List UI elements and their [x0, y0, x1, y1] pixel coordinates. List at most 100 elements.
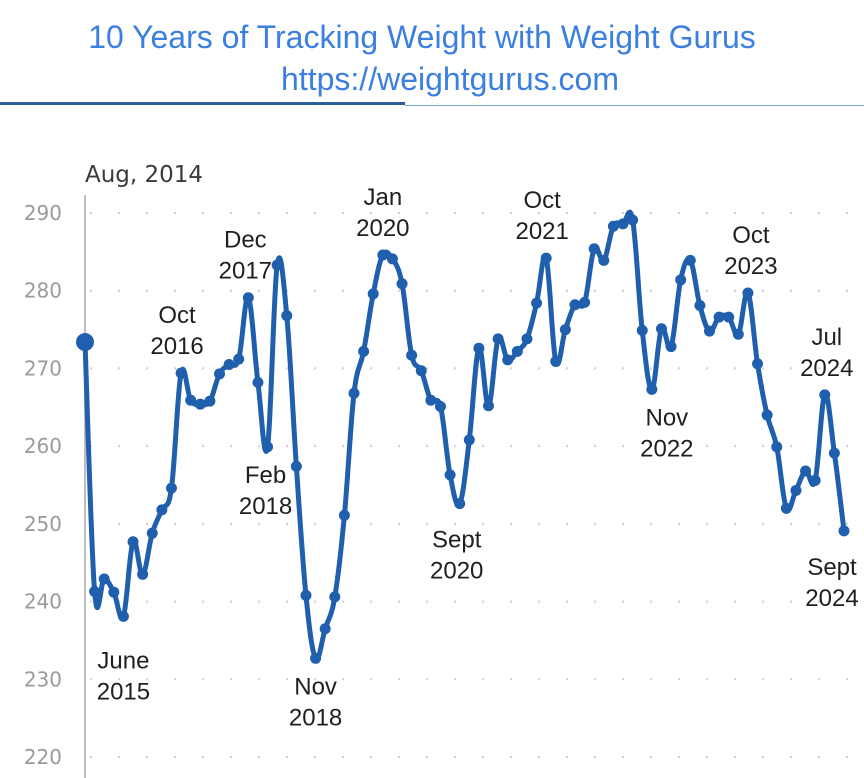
data-point: [627, 214, 639, 226]
y-tick-label: 260: [24, 434, 62, 458]
data-point: [732, 328, 744, 340]
data-point: [252, 376, 264, 388]
data-point: [521, 333, 533, 345]
data-point: [809, 474, 821, 486]
date-annotation: Feb: [245, 462, 286, 489]
data-point: [434, 401, 446, 413]
data-point: [684, 254, 696, 266]
data-point: [588, 243, 600, 255]
date-annotation: 2020: [356, 215, 409, 242]
header-divider: [405, 105, 864, 106]
data-point: [185, 394, 197, 406]
data-point: [329, 591, 341, 603]
data-point: [569, 299, 581, 311]
data-point: [828, 447, 840, 459]
data-point: [550, 355, 562, 367]
chart-header: 10 Years of Tracking Weight with Weight …: [0, 0, 864, 106]
date-annotation: Sept: [432, 527, 482, 554]
y-axis-tick-labels: 290 280 270 260 250 240 230 220: [24, 201, 62, 769]
data-point: [771, 441, 783, 453]
data-point: [675, 274, 687, 286]
data-point: [540, 252, 552, 264]
data-point: [319, 623, 331, 635]
data-point: [617, 218, 629, 230]
data-point: [838, 525, 850, 537]
date-annotation: Oct: [158, 302, 196, 329]
y-tick-label: 220: [24, 745, 62, 769]
data-point: [665, 341, 677, 353]
data-point: [348, 387, 360, 399]
data-point: [214, 368, 226, 380]
data-point: [463, 434, 475, 446]
data-point: [396, 278, 408, 290]
data-point: [742, 287, 754, 299]
data-point: [271, 259, 283, 271]
date-annotation: Jul: [811, 324, 842, 351]
data-point: [310, 652, 322, 664]
date-annotation: 2023: [724, 253, 777, 280]
date-annotation: Jan: [363, 184, 402, 211]
data-point: [117, 610, 129, 622]
data-point: [358, 345, 370, 357]
data-point: [559, 324, 571, 336]
data-point: [761, 409, 773, 421]
data-point: [127, 536, 139, 548]
data-point: [281, 310, 293, 322]
data-point: [194, 398, 206, 410]
data-point: [511, 345, 523, 357]
date-annotation: Nov: [646, 404, 689, 431]
data-point: [646, 383, 658, 395]
data-point: [703, 325, 715, 337]
date-annotation: 2018: [239, 493, 292, 520]
data-point: [780, 502, 792, 514]
weight-data-points: [76, 214, 850, 664]
data-point: [607, 220, 619, 232]
date-annotation: Oct: [732, 222, 770, 249]
data-point: [473, 342, 485, 354]
data-point: [156, 504, 168, 516]
data-point: [752, 358, 764, 370]
data-point: [233, 353, 245, 365]
chart-title: 10 Years of Tracking Weight with Weight …: [88, 19, 756, 55]
y-tick-label: 270: [24, 356, 62, 380]
data-point: [415, 365, 427, 377]
y-tick-label: 240: [24, 590, 62, 614]
data-point: [175, 367, 187, 379]
data-point: [108, 586, 120, 598]
data-point: [242, 292, 254, 304]
data-point: [655, 323, 667, 335]
header-accent-rule: [0, 102, 405, 105]
data-point: [204, 395, 216, 407]
data-point: [223, 359, 235, 371]
data-point: [76, 333, 94, 352]
data-point: [483, 400, 495, 412]
data-point: [300, 589, 312, 601]
data-point: [694, 299, 706, 311]
data-point: [425, 394, 437, 406]
data-point: [713, 311, 725, 323]
date-annotation: 2018: [289, 704, 342, 731]
data-point: [502, 354, 514, 366]
data-point: [290, 460, 302, 472]
date-annotation: 2017: [219, 258, 272, 285]
data-point: [98, 573, 110, 585]
data-point: [89, 585, 101, 597]
date-annotation: 2016: [150, 333, 203, 360]
y-tick-label: 280: [24, 279, 62, 303]
data-point: [137, 568, 149, 580]
data-point: [386, 253, 398, 265]
date-annotation: Oct: [523, 187, 561, 214]
y-tick-label: 230: [24, 667, 62, 691]
date-annotation: 2022: [640, 435, 693, 462]
start-date-label: Aug, 2014: [85, 162, 203, 188]
date-annotation: Nov: [294, 673, 337, 700]
y-tick-label: 250: [24, 512, 62, 536]
date-annotation: 2021: [515, 218, 568, 245]
data-point: [262, 441, 274, 453]
data-point: [723, 311, 735, 323]
chart-subtitle-url: https://weightgurus.com: [281, 61, 619, 97]
data-point: [819, 389, 831, 401]
data-point: [454, 498, 466, 510]
data-point: [377, 249, 389, 261]
